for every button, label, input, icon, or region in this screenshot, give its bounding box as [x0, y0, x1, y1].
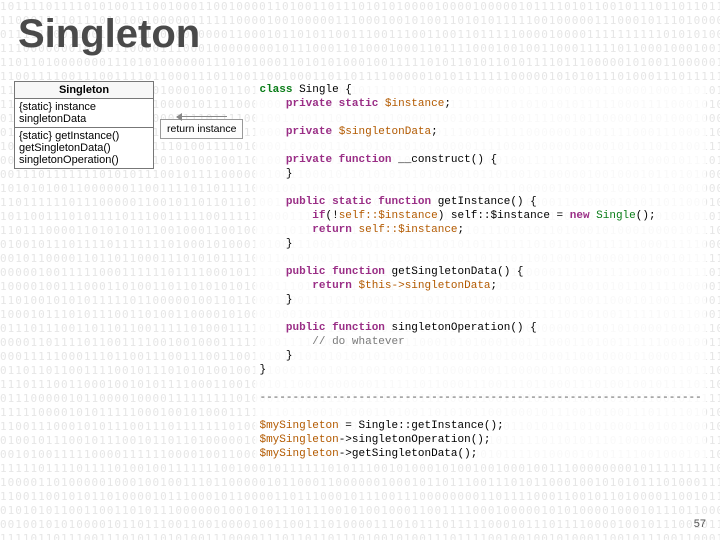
code-line: ----------------------------------------… — [259, 391, 702, 405]
uml-note-link: return instance — [160, 112, 243, 139]
code-line: public function getSingletonData() { — [259, 265, 702, 279]
code-line — [259, 405, 702, 419]
uml-diagram: Singleton {static} instance singletonDat… — [14, 81, 243, 169]
uml-class-name: Singleton — [15, 82, 153, 99]
uml-operation: singletonOperation() — [19, 154, 149, 166]
code-line: private function __construct() { — [259, 153, 702, 167]
code-line — [259, 251, 702, 265]
code-line — [259, 307, 702, 321]
code-line — [259, 111, 702, 125]
code-line — [259, 139, 702, 153]
code-line: $mySingleton = Single::getInstance(); — [259, 419, 702, 433]
slide-content: Singleton Singleton {static} instance si… — [0, 0, 720, 463]
arrow-icon — [177, 116, 227, 117]
uml-operation: getSingletonData() — [19, 142, 149, 154]
code-line: public function singletonOperation() { — [259, 321, 702, 335]
uml-note: return instance — [160, 119, 243, 139]
code-line: class Single { — [259, 83, 702, 97]
code-line: private static $instance; — [259, 97, 702, 111]
code-line: } — [259, 237, 702, 251]
code-line: $mySingleton->getSingletonData(); — [259, 447, 702, 461]
code-line: if(!self::$instance) self::$instance = n… — [259, 209, 702, 223]
uml-attribute: {static} instance — [19, 101, 149, 113]
uml-attributes: {static} instance singletonData — [15, 99, 153, 128]
code-line — [259, 377, 702, 391]
code-line: return self::$instance; — [259, 223, 702, 237]
uml-operations: {static} getInstance() getSingletonData(… — [15, 128, 153, 168]
uml-attribute: singletonData — [19, 113, 149, 125]
main-layout: Singleton {static} instance singletonDat… — [0, 57, 720, 463]
uml-operation: {static} getInstance() — [19, 130, 149, 142]
code-line: } — [259, 349, 702, 363]
page-title: Singleton — [0, 0, 720, 57]
code-line: // do whatever — [259, 335, 702, 349]
code-line: } — [259, 363, 702, 377]
code-line: return $this->singletonData; — [259, 279, 702, 293]
uml-class-box: Singleton {static} instance singletonDat… — [14, 81, 154, 169]
code-line: public static function getInstance() { — [259, 195, 702, 209]
page-number: 57 — [694, 518, 706, 530]
code-line: } — [259, 167, 702, 181]
code-block: class Single { private static $instance;… — [255, 81, 706, 463]
code-line: } — [259, 293, 702, 307]
code-line: $mySingleton->singletonOperation(); — [259, 433, 702, 447]
code-line: private $singletonData; — [259, 125, 702, 139]
code-line — [259, 181, 702, 195]
